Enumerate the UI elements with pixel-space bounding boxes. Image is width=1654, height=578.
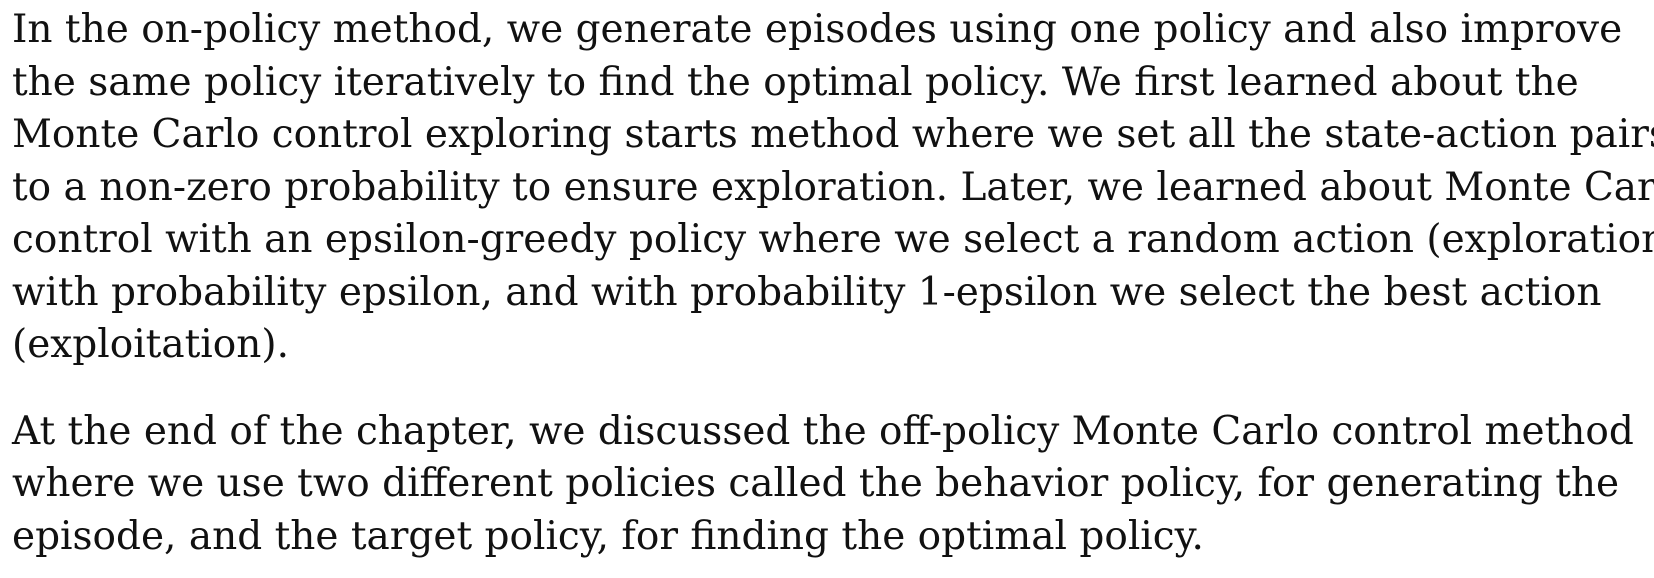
text-line: where we use two different policies call…	[12, 461, 1620, 506]
text-line: control with an epsilon-greedy policy wh…	[12, 217, 1654, 262]
text-line: to a non-zero probability to ensure expl…	[12, 164, 1654, 210]
text-line: (exploitation).	[12, 322, 289, 367]
paragraph-on-policy-summary: In the on-policy method, we generate epi…	[12, 4, 1654, 372]
text-line: In the on-policy method, we generate epi…	[12, 7, 1623, 52]
document-body: In the on-policy method, we generate epi…	[12, 4, 1654, 563]
text-line: with probability epsilon, and with proba…	[12, 269, 1602, 315]
paragraph-off-policy-summary: At the end of the chapter, we discussed …	[12, 406, 1654, 564]
text-line: At the end of the chapter, we discussed …	[12, 408, 1634, 454]
text-line: episode, and the target policy, for find…	[12, 513, 1204, 559]
text-line: the same policy iteratively to find the …	[12, 59, 1579, 105]
text-line: Monte Carlo control exploring starts met…	[12, 112, 1654, 157]
